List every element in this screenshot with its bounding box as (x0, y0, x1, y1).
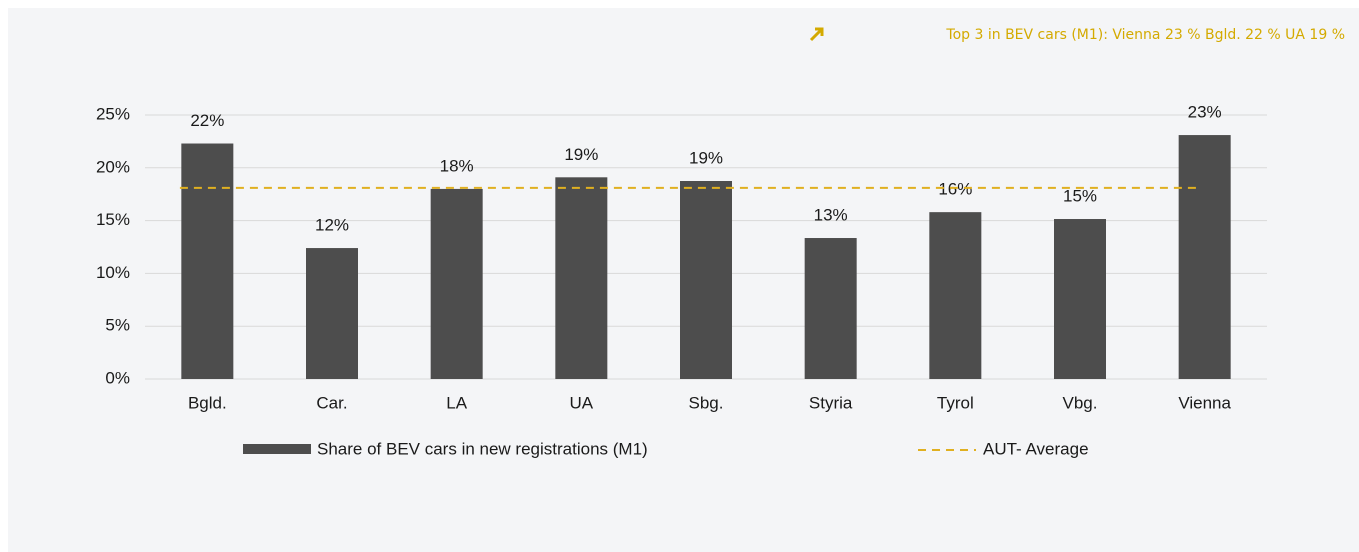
y-tick-label: 20% (96, 157, 130, 176)
bar (430, 188, 483, 379)
x-tick-label: Styria (809, 393, 853, 412)
x-tick-label: UA (570, 393, 594, 412)
x-tick-label: Sbg. (689, 393, 724, 412)
y-tick-label: 5% (105, 316, 130, 335)
data-label: 16% (938, 180, 972, 199)
x-tick-label: Vbg. (1063, 393, 1098, 412)
x-tick-label: LA (446, 393, 467, 412)
bar (1178, 135, 1231, 379)
data-label: 19% (689, 148, 723, 167)
data-label: 23% (1188, 103, 1222, 122)
bar (306, 248, 358, 379)
bar (929, 212, 982, 379)
x-tick-label: Bgld. (188, 393, 227, 412)
data-label: 22% (190, 111, 224, 130)
arrow-icon (809, 27, 824, 42)
data-label: 13% (814, 206, 848, 225)
legend-label: AUT- Average (983, 439, 1089, 458)
x-tick-label: Vienna (1178, 393, 1231, 412)
y-tick-label: 15% (96, 210, 130, 229)
data-label: 15% (1063, 187, 1097, 206)
bar (1054, 219, 1106, 379)
y-tick-label: 25% (96, 104, 130, 123)
y-tick-label: 0% (105, 368, 130, 387)
y-tick-label: 10% (96, 263, 130, 282)
bar (804, 238, 857, 379)
x-tick-label: Car. (316, 393, 347, 412)
data-label: 12% (315, 216, 349, 235)
data-label: 18% (440, 156, 474, 175)
data-label: 19% (564, 145, 598, 164)
bar (555, 177, 608, 379)
bar (181, 143, 234, 379)
annotation: Top 3 in BEV cars (M1): Vienna 23 % Bgld… (945, 27, 1345, 43)
legend-label: Share of BEV cars in new registrations (… (317, 439, 648, 458)
legend-swatch (243, 444, 311, 454)
bar (680, 181, 732, 379)
x-tick-label: Tyrol (937, 393, 974, 412)
